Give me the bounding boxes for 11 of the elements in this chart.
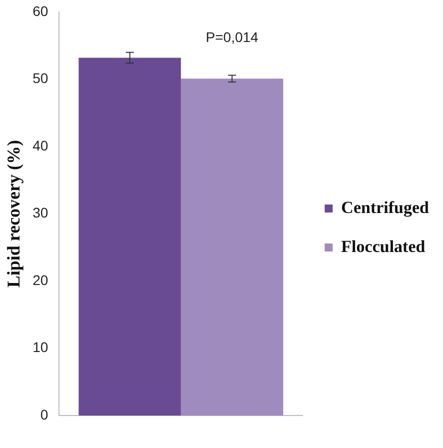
- legend-label: Flocculated: [341, 236, 426, 256]
- y-tick-label: 0: [40, 406, 48, 422]
- legend-label: Centrifuged: [341, 198, 430, 217]
- y-tick-label: 10: [32, 339, 48, 356]
- y-tick-label: 60: [32, 2, 48, 19]
- annotation: P=0,014: [206, 29, 259, 45]
- y-tick-label: 50: [32, 70, 48, 86]
- y-tick-label: 40: [32, 137, 48, 154]
- y-tick-label: 30: [32, 204, 48, 221]
- y-tick-label: 20: [32, 272, 48, 288]
- y-axis-title: Lipid recovery (%): [3, 140, 24, 288]
